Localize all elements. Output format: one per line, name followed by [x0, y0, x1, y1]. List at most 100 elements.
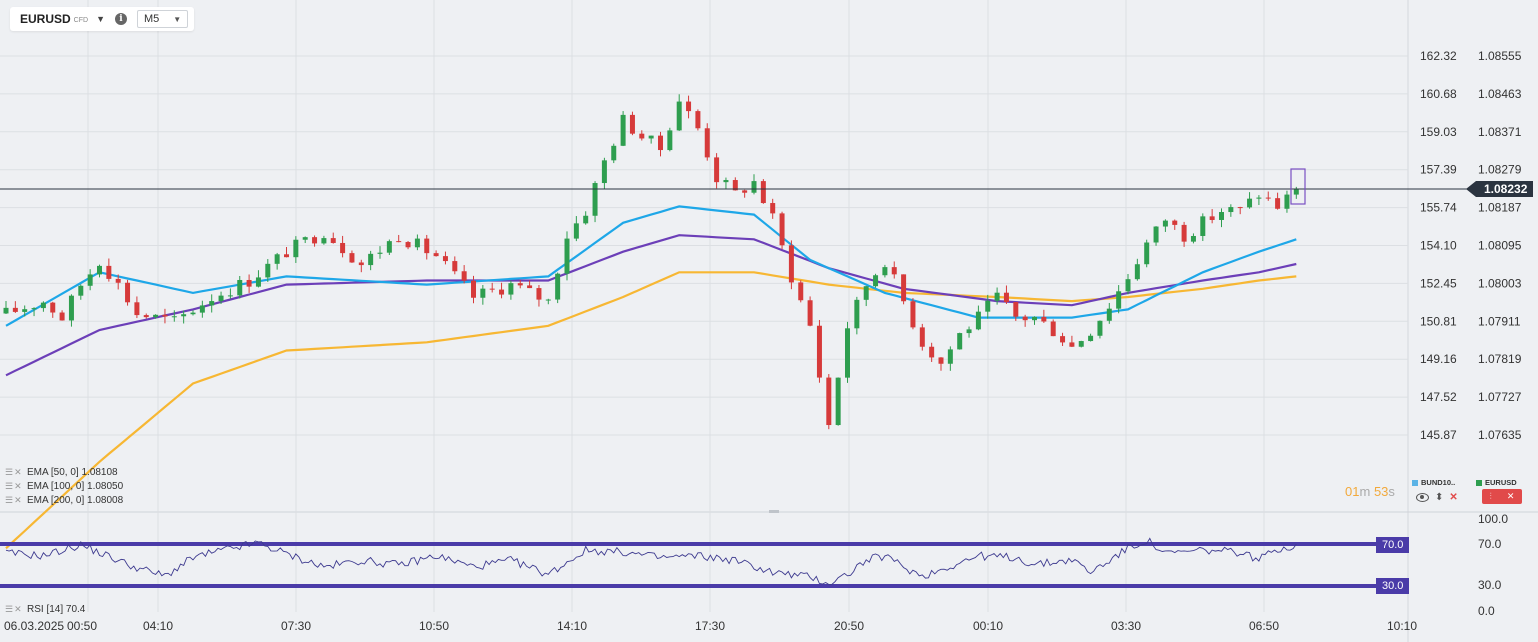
indicator-rsi[interactable]: ☰✕ RSI [14] 70.4 [5, 604, 85, 615]
series-color-swatch [1412, 479, 1418, 486]
candle-body [199, 305, 205, 313]
candle-body [1032, 316, 1037, 321]
close-icon: ✕ [1506, 491, 1515, 501]
candle-body [68, 295, 74, 321]
candle-body [1284, 194, 1290, 209]
y-left-tick: 149.16 [1420, 352, 1457, 366]
rsi-y-tick: 70.0 [1478, 537, 1502, 551]
candle-body [1172, 220, 1178, 225]
candle-countdown: 01m 53s [1345, 484, 1395, 499]
eye-icon[interactable] [1416, 493, 1429, 502]
candle-body [667, 130, 673, 151]
y-right-tick: 1.08371 [1478, 125, 1522, 139]
candle-body [489, 288, 495, 290]
candle-body [1106, 308, 1112, 321]
candle-body [826, 377, 832, 426]
candle-body [50, 302, 56, 313]
candle-body [1275, 198, 1281, 209]
candle-body [218, 295, 224, 302]
candle-body [134, 302, 140, 316]
indicator-label: EMA [100, 0] 1.08050 [27, 481, 124, 492]
y-right-tick: 1.07819 [1478, 352, 1522, 366]
rsi-upper-level-tag[interactable]: 70.0 [1376, 537, 1410, 553]
candle-body [527, 285, 533, 289]
info-icon[interactable]: i [114, 13, 127, 25]
candle-body [601, 160, 607, 184]
sort-arrows-icon[interactable]: ⬍ [1435, 492, 1444, 503]
candle-body [742, 190, 748, 193]
candle-body [274, 254, 280, 264]
candle-body [770, 203, 776, 214]
price-axis-background [1408, 0, 1538, 642]
x-tick: 20:50 [834, 619, 864, 633]
candle-body [1050, 321, 1056, 337]
candle-body [676, 101, 682, 131]
candle-body [966, 329, 972, 334]
current-price-tag: 1.08232 [1465, 181, 1534, 197]
candle-body [536, 288, 542, 300]
symbol-toolbar[interactable]: EURUSD CFD ▼ i M5 ▼ [10, 7, 195, 31]
rsi-y-tick: 100.0 [1478, 512, 1508, 526]
candle-body [330, 238, 336, 243]
settings-close-icon[interactable]: ☰✕ [5, 495, 23, 505]
candle-body [358, 262, 364, 266]
candle-body [209, 301, 215, 306]
x-tick: 03:30 [1111, 619, 1141, 633]
y-left-tick: 162.32 [1420, 49, 1457, 63]
candle-body [835, 377, 841, 426]
candle-body [583, 215, 589, 224]
candle-body [910, 301, 916, 328]
chevron-down-icon: ▼ [173, 14, 182, 24]
compare-legend-eurusd[interactable]: EURUSD [1476, 478, 1517, 487]
candle-body [227, 295, 233, 297]
candle-body [714, 157, 720, 183]
symbol-name[interactable]: EURUSD [20, 12, 71, 26]
y-right-tick: 1.08095 [1478, 239, 1522, 253]
candle-body [97, 265, 102, 275]
candle-body [891, 267, 897, 275]
panel-resize-handle [769, 510, 779, 513]
indicator-ema200[interactable]: ☰✕ EMA [200, 0] 1.08008 [5, 495, 123, 506]
rsi-y-tick: 0.0 [1478, 604, 1495, 618]
remove-series-button[interactable]: ⫶ ✕ [1482, 489, 1522, 504]
y-left-tick: 145.87 [1420, 428, 1457, 442]
candle-body [424, 238, 430, 254]
settings-close-icon[interactable]: ☰✕ [5, 604, 23, 614]
timeframe-value: M5 [143, 13, 160, 25]
candle-body [349, 253, 355, 263]
candle-body [1116, 291, 1122, 309]
candle-body [1162, 220, 1168, 227]
rsi-y-tick: 30.0 [1478, 578, 1502, 592]
candle-body [1144, 242, 1150, 265]
settings-close-icon[interactable]: ☰✕ [5, 467, 23, 477]
candle-body [368, 253, 374, 266]
candle-body [1134, 264, 1140, 280]
x-tick: 07:30 [281, 619, 311, 633]
current-candle-highlight [1290, 168, 1306, 205]
y-left-tick: 157.39 [1420, 163, 1457, 177]
y-left-tick: 154.10 [1420, 239, 1457, 253]
indicator-ema100[interactable]: ☰✕ EMA [100, 0] 1.08050 [5, 481, 123, 492]
candle-body [143, 315, 149, 318]
candle-body [1125, 279, 1131, 292]
chart-grid [0, 0, 1408, 612]
indicator-ema50[interactable]: ☰✕ EMA [50, 0] 1.08108 [5, 467, 118, 478]
candle-body [461, 271, 467, 281]
settings-close-icon[interactable]: ☰✕ [5, 481, 23, 491]
candle-body [863, 286, 869, 300]
indicator-label: EMA [50, 0] 1.08108 [27, 467, 118, 478]
timeframe-select[interactable]: M5 ▼ [136, 10, 189, 28]
candle-body [658, 135, 663, 151]
close-icon[interactable]: ✕ [1449, 492, 1458, 503]
rsi-line [5, 537, 1297, 585]
y-right-tick: 1.08187 [1478, 201, 1522, 215]
symbol-dropdown-icon[interactable]: ▼ [96, 14, 105, 24]
compare-legend-bund[interactable]: BUND10.. [1412, 478, 1455, 487]
y-right-tick: 1.08003 [1478, 276, 1522, 290]
candle-body [125, 282, 131, 303]
rsi-lower-level-tag[interactable]: 30.0 [1376, 578, 1410, 594]
compare-controls[interactable]: ⬍ ✕ [1416, 492, 1458, 503]
candle-body [564, 238, 570, 274]
candle-body [1013, 302, 1019, 317]
